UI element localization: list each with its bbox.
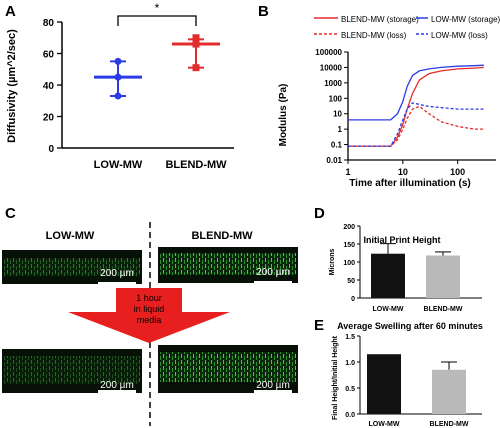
panel-label-b: B bbox=[258, 3, 269, 20]
scale-bar-line bbox=[254, 390, 292, 393]
legend-label-low-storage: LOW-MW (storage) bbox=[431, 15, 500, 24]
b-y-tick-label: 100000 bbox=[315, 48, 342, 57]
scale-bar-line bbox=[98, 282, 136, 285]
d-bar bbox=[371, 253, 405, 298]
a-y-tick-label: 40 bbox=[43, 81, 55, 92]
d-y-label: Microns bbox=[329, 248, 336, 275]
micrograph-low-after: 200 µm bbox=[2, 349, 142, 393]
arrow-text-line-3: media bbox=[137, 315, 162, 325]
e-y-tick-label: 0.0 bbox=[345, 412, 355, 419]
b-x-tick-label: 10 bbox=[398, 167, 408, 177]
legend-label-blend-loss: BLEND-MW (loss) bbox=[341, 31, 407, 40]
d-y-tick-label: 50 bbox=[347, 278, 355, 285]
b-series-line bbox=[348, 105, 484, 147]
a-data-point bbox=[192, 34, 200, 42]
b-y-tick-label: 1 bbox=[338, 125, 343, 134]
a-data-point bbox=[192, 40, 200, 48]
transition-arrow bbox=[68, 288, 230, 343]
d-bar bbox=[426, 255, 460, 298]
a-data-point bbox=[114, 73, 122, 81]
legend-label-blend-storage: BLEND-MW (storage) bbox=[341, 15, 419, 24]
micrograph-low-before: 200 µm bbox=[2, 250, 142, 285]
b-series-line bbox=[348, 66, 484, 147]
arrow-text-line-1: 1 hour bbox=[136, 293, 162, 303]
d-title: Initial Print Height bbox=[363, 235, 440, 245]
b-y-tick-label: 0.1 bbox=[331, 141, 343, 150]
e-y-tick-label: 1.5 bbox=[345, 334, 355, 341]
b-series-line bbox=[348, 64, 484, 121]
micrograph-blend-before: 200 µm bbox=[158, 247, 298, 284]
e-bar bbox=[367, 354, 401, 414]
e-x-tick-low: LOW-MW bbox=[369, 421, 400, 428]
a-y-tick-label: 60 bbox=[43, 50, 55, 61]
panel-c: LOW-MW BLEND-MW 200 µm 200 µm 200 µm 200… bbox=[2, 222, 298, 426]
e-title: Average Swelling after 60 minutes bbox=[337, 321, 483, 331]
e-y-tick-label: 1.0 bbox=[345, 360, 355, 367]
a-data-point bbox=[114, 92, 122, 100]
a-significance-bracket bbox=[117, 15, 197, 26]
d-y-tick-label: 150 bbox=[343, 242, 355, 249]
d-y-tick-label: 100 bbox=[343, 260, 355, 267]
chart-d: Initial Print Height Microns LOW-MW BLEN… bbox=[329, 224, 482, 313]
scale-bar-line bbox=[254, 281, 292, 284]
e-y-tick-label: 0.5 bbox=[345, 386, 355, 393]
b-y-tick-label: 0.01 bbox=[326, 156, 342, 165]
a-significance: * bbox=[155, 1, 160, 15]
a-y-label: Diffusivity (µm^2/sec) bbox=[6, 29, 18, 143]
b-series-line bbox=[348, 102, 484, 147]
chart-b: Modulus (Pa) Time after illumination (s)… bbox=[278, 15, 500, 189]
d-y-tick-label: 0 bbox=[351, 296, 355, 303]
a-x-tick-blend: BLEND-MW bbox=[165, 159, 227, 171]
a-x-tick-low: LOW-MW bbox=[94, 159, 143, 171]
d-y-tick-label: 200 bbox=[343, 224, 355, 231]
a-y-tick-label: 0 bbox=[48, 144, 54, 155]
micrograph-blend-after: 200 µm bbox=[158, 345, 298, 393]
d-x-tick-low: LOW-MW bbox=[373, 306, 404, 313]
e-x-tick-blend: BLEND-MW bbox=[430, 421, 469, 428]
scale-bar-line bbox=[98, 390, 136, 393]
b-x-tick-label: 100 bbox=[450, 167, 465, 177]
c-label-left: LOW-MW bbox=[46, 230, 95, 242]
panel-label-d: D bbox=[314, 205, 325, 222]
b-y-label: Modulus (Pa) bbox=[278, 84, 289, 147]
e-bar bbox=[432, 369, 466, 414]
b-y-tick-label: 10 bbox=[333, 110, 342, 119]
b-y-tick-label: 10000 bbox=[320, 63, 343, 72]
a-y-tick-label: 80 bbox=[43, 18, 55, 29]
arrow-text-line-2: in liquid bbox=[134, 304, 165, 314]
b-x-label: Time after illumination (s) bbox=[349, 178, 471, 189]
chart-e: Average Swelling after 60 minutes Final … bbox=[332, 321, 483, 428]
scale-bar-label: 200 µm bbox=[256, 267, 290, 278]
e-y-label: Final Height/Initial Height bbox=[332, 335, 339, 420]
c-label-right: BLEND-MW bbox=[191, 230, 253, 242]
legend-label-low-loss: LOW-MW (loss) bbox=[431, 31, 488, 40]
panel-label-c: C bbox=[5, 205, 16, 222]
chart-a: Diffusivity (µm^2/sec) LOW-MW BLEND-MW *… bbox=[6, 1, 234, 171]
b-y-tick-label: 1000 bbox=[324, 79, 342, 88]
a-y-tick-label: 20 bbox=[43, 113, 55, 124]
panel-label-a: A bbox=[5, 3, 16, 20]
panel-label-e: E bbox=[314, 317, 324, 334]
d-x-tick-blend: BLEND-MW bbox=[424, 306, 463, 313]
scale-bar-label: 200 µm bbox=[256, 380, 290, 391]
b-y-tick-label: 100 bbox=[329, 94, 343, 103]
a-data-point bbox=[192, 64, 200, 72]
scale-bar-label: 200 µm bbox=[100, 268, 134, 279]
b-x-tick-label: 1 bbox=[345, 167, 350, 177]
a-data-point bbox=[114, 57, 122, 65]
scale-bar-label: 200 µm bbox=[100, 380, 134, 391]
